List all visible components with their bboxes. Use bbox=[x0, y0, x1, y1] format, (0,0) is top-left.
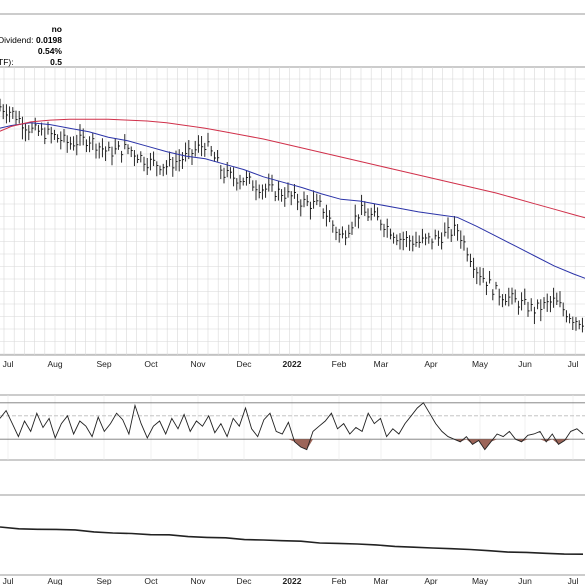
info-row-3: TF): 0.5 bbox=[0, 57, 64, 68]
info-row-2: 0.54% bbox=[0, 46, 64, 57]
moving-average-short bbox=[0, 122, 585, 279]
x-tick-label: Sep bbox=[96, 359, 111, 369]
x-tick-label: Sep bbox=[96, 576, 111, 585]
x-tick-label: Oct bbox=[144, 359, 158, 369]
relative-strength-panel bbox=[0, 526, 584, 555]
x-tick-label: May bbox=[472, 576, 489, 585]
info-value: 0.0198 bbox=[36, 35, 62, 45]
info-value: 0.54% bbox=[37, 46, 62, 56]
info-row-1: Dividend: 0.0198 bbox=[0, 35, 64, 46]
x-tick-label: Feb bbox=[332, 576, 347, 585]
x-tick-label: Nov bbox=[190, 576, 206, 585]
moving-average-long bbox=[0, 118, 585, 219]
x-tick-label: Apr bbox=[424, 576, 437, 585]
info-label: TF): bbox=[0, 57, 14, 67]
x-tick-label: Jul bbox=[3, 359, 14, 369]
x-tick-label: Aug bbox=[47, 359, 62, 369]
x-tick-label: Oct bbox=[144, 576, 158, 585]
x-tick-label: 2022 bbox=[283, 576, 302, 585]
x-tick-label: Jul bbox=[3, 576, 14, 585]
x-tick-label: Jun bbox=[518, 576, 532, 585]
x-tick-label: May bbox=[472, 359, 489, 369]
x-tick-label: Apr bbox=[424, 359, 437, 369]
x-tick-label: Nov bbox=[190, 359, 206, 369]
info-value: no bbox=[51, 24, 62, 34]
x-tick-label: Dec bbox=[236, 359, 252, 369]
x-tick-label: Aug bbox=[47, 576, 62, 585]
x-tick-label: 2022 bbox=[283, 359, 302, 369]
indicator-line bbox=[0, 402, 584, 451]
x-tick-label: Jun bbox=[518, 359, 532, 369]
price-panel bbox=[0, 98, 585, 333]
info-panel: no Dividend: 0.0198 0.54% TF): 0.5 bbox=[0, 24, 64, 68]
info-value: 0.5 bbox=[50, 57, 62, 67]
indicator-oversold-fill bbox=[288, 439, 571, 450]
x-tick-label: Mar bbox=[374, 359, 389, 369]
x-tick-label: Feb bbox=[332, 359, 347, 369]
info-row-0: no bbox=[0, 24, 64, 35]
relative-strength-line bbox=[0, 526, 584, 555]
x-tick-label: Jul bbox=[568, 359, 579, 369]
info-label: Dividend: bbox=[0, 35, 34, 45]
x-tick-label: Dec bbox=[236, 576, 252, 585]
x-tick-label: Mar bbox=[374, 576, 389, 585]
x-tick-label: Jul bbox=[568, 576, 579, 585]
indicator-panel bbox=[0, 402, 585, 451]
